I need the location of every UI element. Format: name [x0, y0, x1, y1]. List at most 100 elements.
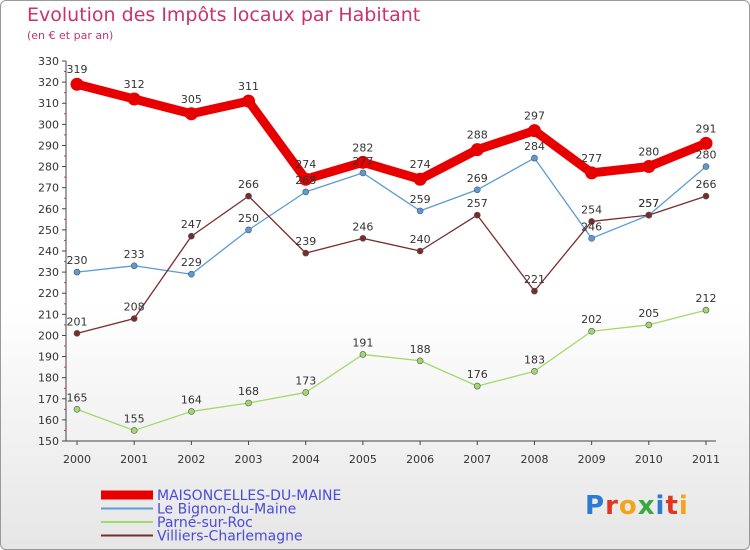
x-tick-label: 2011 [692, 453, 720, 466]
legend-label: Le Bignon-du-Maine [157, 502, 296, 518]
data-point [245, 192, 252, 200]
y-tick-label: 300 [38, 118, 59, 131]
data-label: 266 [696, 178, 717, 191]
data-point [73, 330, 81, 337]
data-label: 269 [467, 172, 488, 185]
data-point [416, 357, 424, 365]
data-point [473, 211, 481, 219]
data-label: 229 [181, 256, 202, 269]
x-tick-label: 2006 [406, 453, 434, 466]
y-tick-label: 170 [38, 393, 59, 406]
y-tick-label: 190 [38, 351, 59, 364]
data-point [130, 427, 138, 434]
data-label: 277 [581, 152, 602, 165]
data-label: 173 [295, 374, 316, 387]
data-point [527, 124, 541, 138]
y-tick-label: 320 [38, 76, 59, 89]
data-label: 240 [410, 233, 431, 246]
data-point [130, 315, 138, 322]
data-point [645, 211, 653, 219]
y-tick-label: 200 [38, 329, 59, 342]
data-label: 239 [295, 235, 316, 248]
data-point [416, 207, 424, 215]
chart-subtitle: (en € et par an) [27, 29, 114, 42]
y-tick-label: 180 [38, 372, 59, 385]
data-point [245, 399, 252, 407]
data-label: 247 [181, 218, 202, 231]
data-label: 259 [410, 193, 431, 206]
data-point [359, 351, 367, 358]
data-point [188, 408, 195, 415]
data-label: 191 [352, 336, 373, 349]
y-tick-label: 230 [38, 266, 59, 279]
data-point [588, 327, 595, 335]
data-label: 246 [581, 220, 602, 233]
data-label: 284 [524, 140, 545, 153]
data-label: 288 [467, 129, 488, 142]
data-label: 233 [124, 248, 145, 261]
y-tick-label: 210 [38, 308, 59, 321]
data-label: 202 [581, 313, 602, 326]
data-label: 266 [238, 178, 259, 191]
data-point [588, 218, 595, 225]
data-label: 254 [581, 203, 602, 216]
data-point [702, 163, 710, 170]
data-label: 212 [696, 292, 717, 305]
data-label: 319 [67, 63, 88, 76]
data-point [473, 382, 481, 390]
y-tick-label: 220 [38, 287, 59, 300]
data-point [588, 235, 595, 242]
data-label: 257 [638, 197, 659, 210]
data-label: 205 [638, 307, 659, 320]
data-label: 257 [467, 197, 488, 210]
y-tick-label: 150 [38, 435, 59, 448]
series-line [76, 195, 707, 334]
data-label: 268 [295, 174, 316, 187]
data-point [699, 136, 713, 150]
data-point [302, 188, 310, 196]
y-tick-label: 240 [38, 245, 59, 258]
data-label: 280 [696, 149, 717, 162]
data-point [70, 77, 84, 91]
data-label: 274 [295, 158, 316, 171]
data-label: 246 [352, 220, 373, 233]
data-label: 165 [67, 391, 88, 404]
data-point [531, 287, 538, 295]
x-tick-label: 2009 [578, 453, 606, 466]
legend-label: Villiers-Charlemagne [157, 529, 303, 545]
data-point [299, 172, 313, 186]
data-point [416, 247, 424, 255]
data-point [188, 270, 195, 278]
y-tick-label: 310 [38, 97, 59, 110]
data-point [127, 92, 141, 106]
x-tick-label: 2008 [520, 453, 548, 466]
data-point [245, 226, 252, 234]
chart-title: Evolution des Impôts locaux par Habitant [27, 4, 421, 26]
data-point [473, 186, 481, 194]
x-tick-label: 2001 [120, 453, 148, 466]
x-tick-label: 2003 [235, 453, 263, 466]
data-point [470, 143, 484, 157]
data-label: 201 [67, 315, 88, 328]
data-point [702, 306, 710, 314]
data-point [302, 249, 310, 257]
data-label: 280 [638, 146, 659, 159]
data-point [302, 389, 310, 396]
data-point [130, 262, 138, 270]
x-tick-label: 2005 [349, 453, 377, 466]
data-point [645, 321, 653, 329]
x-tick-label: 2002 [177, 453, 205, 466]
data-label: 250 [238, 212, 259, 225]
series-line [72, 79, 711, 184]
data-point [73, 268, 81, 276]
data-label: 277 [352, 155, 373, 168]
y-tick-label: 280 [38, 161, 59, 174]
data-point [531, 154, 538, 162]
x-tick-label: 2010 [635, 453, 663, 466]
data-point [642, 160, 656, 174]
y-tick-label: 290 [38, 139, 59, 152]
data-label: 257 [638, 197, 659, 210]
data-label: 188 [410, 343, 431, 356]
